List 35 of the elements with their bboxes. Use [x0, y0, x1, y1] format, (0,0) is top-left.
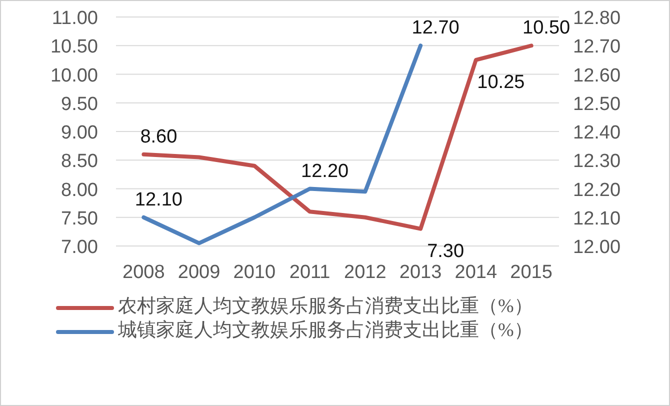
y2-tick-label: 12.20 — [573, 180, 621, 201]
data-label: 12.10 — [134, 189, 182, 210]
y2-tick-label: 12.40 — [573, 122, 621, 144]
data-label: 12.20 — [301, 160, 349, 182]
y-tick-label: 8.00 — [61, 180, 98, 201]
y-tick-label: 11.00 — [52, 8, 98, 29]
y2-tick-label: 12.60 — [573, 65, 621, 86]
y-tick-label: 8.50 — [61, 151, 98, 172]
data-label: 12.70 — [412, 18, 460, 39]
y2-tick-label: 12.70 — [573, 36, 621, 58]
data-label: 10.25 — [477, 72, 525, 93]
legend-label: 城镇家庭人均文教娱乐服务占消费支出比重（%） — [118, 320, 534, 342]
y2-tick-label: 12.00 — [573, 237, 621, 258]
y2-tick-label: 12.10 — [573, 208, 621, 230]
x-tick-label: 2008 — [122, 262, 165, 283]
x-tick-label: 2015 — [510, 262, 552, 283]
y2-tick-label: 12.80 — [573, 8, 621, 29]
y-tick-label: 10.00 — [50, 65, 98, 86]
x-tick-label: 2010 — [233, 262, 276, 283]
data-label: 7.30 — [427, 240, 464, 262]
y-tick-label: 7.50 — [61, 208, 98, 230]
y2-tick-label: 12.50 — [573, 94, 621, 115]
x-tick-label: 2013 — [399, 262, 442, 283]
x-tick-label: 2014 — [454, 262, 498, 283]
y-tick-label: 7.00 — [61, 237, 98, 258]
x-tick-label: 2009 — [178, 262, 220, 283]
legend-label: 农村家庭人均文教娱乐服务占消费支出比重（%） — [118, 296, 534, 318]
y-tick-label: 9.50 — [61, 94, 98, 115]
data-label: 8.60 — [140, 126, 178, 148]
x-tick-label: 2011 — [289, 262, 330, 283]
y-tick-label: 9.00 — [61, 122, 98, 144]
x-tick-label: 2012 — [344, 262, 386, 283]
data-label: 10.50 — [522, 18, 570, 39]
y-tick-label: 10.50 — [50, 36, 98, 58]
y2-tick-label: 12.30 — [573, 151, 621, 172]
